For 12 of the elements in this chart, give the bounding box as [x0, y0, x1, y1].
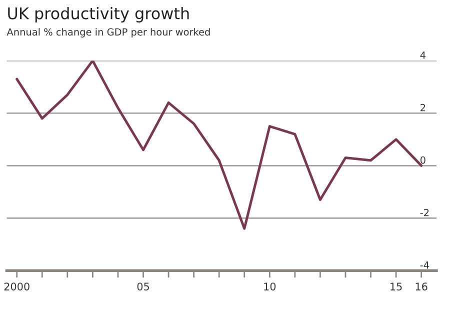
x-tick-label: 2000 [4, 282, 30, 290]
y-tick-label: 0 [420, 156, 426, 164]
y-tick-label: 4 [420, 52, 426, 59]
x-tick-label: 10 [264, 282, 276, 290]
y-tick-label: -4 [420, 261, 429, 269]
y-tick-label: -2 [420, 208, 429, 216]
y-tick-label: 2 [420, 104, 426, 112]
chart-subtitle: Annual % change in GDP per hour worked [6, 28, 210, 38]
x-tick-label: 15 [390, 282, 402, 290]
x-tick-label: 05 [137, 282, 149, 290]
x-tick-label: 16 [416, 282, 428, 290]
chart-title: UK productivity growth [8, 7, 189, 22]
